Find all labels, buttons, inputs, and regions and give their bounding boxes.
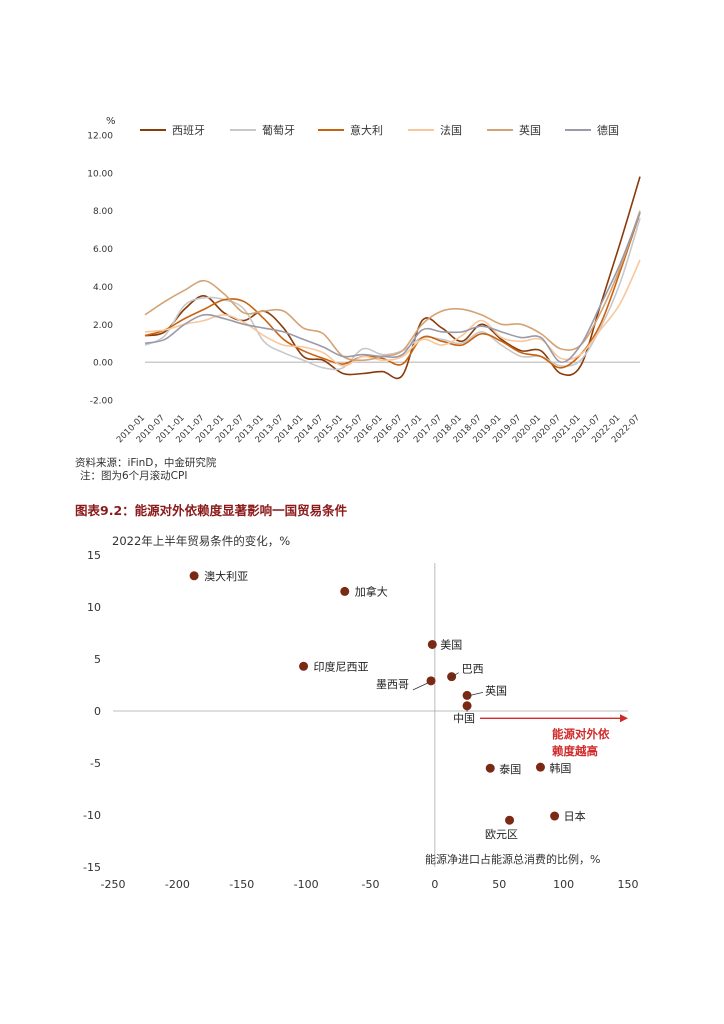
y-tick-label: -2.00 — [90, 397, 114, 407]
x-tick-label: 150 — [618, 878, 639, 891]
annotation-text: 赖度越高 — [552, 744, 598, 758]
y-tick-label: -15 — [83, 861, 101, 874]
x-tick-label: -200 — [165, 878, 190, 891]
point-label: 澳大利亚 — [204, 569, 248, 583]
legend-label: 英国 — [519, 123, 541, 137]
data-point — [427, 639, 437, 649]
point-label: 加拿大 — [355, 584, 388, 598]
data-point — [535, 762, 545, 772]
y-tick-label: 8.00 — [93, 207, 113, 217]
x-tick-label: -250 — [101, 878, 126, 891]
annotation-text: 能源对外依 — [552, 727, 610, 741]
y-tick-label: 6.00 — [93, 245, 113, 255]
y-tick-label: 2.00 — [93, 321, 113, 331]
point-label: 墨西哥 — [376, 678, 409, 691]
source-note: 资料来源：iFinD，中金研究院 — [75, 457, 217, 469]
y-tick-label: 0 — [94, 705, 101, 718]
x-axis-label: 能源净进口占能源总消费的比例，% — [425, 852, 600, 866]
legend-label: 意大利 — [350, 123, 383, 137]
data-point — [299, 661, 309, 671]
y-axis-label: % — [106, 116, 116, 127]
legend-label: 西班牙 — [172, 124, 205, 137]
data-point — [340, 586, 350, 596]
x-tick-label: 0 — [431, 878, 438, 891]
point-label: 巴西 — [462, 663, 484, 676]
series-line-西班牙 — [144, 176, 641, 380]
y-tick-label: 4.00 — [93, 283, 113, 293]
chart-note: 注：图为6个月滚动CPI — [80, 470, 188, 482]
leader-line — [448, 672, 459, 680]
x-tick-label: 50 — [492, 878, 506, 891]
series-line-意大利 — [144, 212, 641, 369]
point-label: 欧元区 — [485, 828, 518, 841]
figure-title: 图表9.2：能源对外依赖度显著影响一国贸易条件 — [75, 503, 348, 518]
data-point — [426, 676, 436, 686]
leader-line — [469, 692, 484, 696]
annotation-arrow-head — [620, 714, 628, 723]
series-line-法国 — [144, 259, 641, 367]
point-label: 印度尼西亚 — [314, 659, 369, 673]
x-tick-label: 100 — [553, 878, 574, 891]
leader-line — [412, 682, 429, 691]
point-label: 美国 — [440, 638, 462, 651]
y-tick-label: 0.00 — [93, 359, 113, 369]
data-point — [550, 811, 560, 821]
cpi-line-chart: %-2.000.002.004.006.008.0010.0012.002010… — [87, 116, 642, 445]
point-label: 英国 — [485, 683, 507, 697]
y-tick-label: 10.00 — [87, 169, 113, 179]
legend-label: 法国 — [440, 123, 462, 137]
legend-label: 葡萄牙 — [262, 124, 295, 137]
legend-label: 德国 — [597, 123, 619, 137]
y-tick-label: 12.00 — [87, 132, 113, 142]
scatter-title: 2022年上半年贸易条件的变化，% — [112, 534, 290, 548]
data-point — [189, 571, 199, 581]
data-point — [505, 815, 515, 825]
y-tick-label: 10 — [87, 601, 101, 614]
data-point — [462, 690, 472, 700]
y-tick-label: -10 — [83, 809, 101, 822]
y-tick-label: 15 — [87, 549, 101, 562]
series-line-葡萄牙 — [144, 218, 641, 371]
data-point — [485, 763, 495, 773]
x-tick-label: -50 — [362, 878, 380, 891]
point-label: 日本 — [564, 809, 586, 823]
x-tick-label: -150 — [229, 878, 254, 891]
series-line-德国 — [144, 212, 641, 363]
series-line-英国 — [144, 210, 641, 362]
point-label: 泰国 — [499, 762, 521, 776]
point-label: 韩国 — [549, 761, 571, 775]
y-tick-label: -5 — [90, 757, 101, 770]
x-tick-label: -100 — [294, 878, 319, 891]
y-tick-label: 5 — [94, 653, 101, 666]
point-label: 中国 — [453, 712, 475, 725]
data-point — [462, 701, 472, 711]
